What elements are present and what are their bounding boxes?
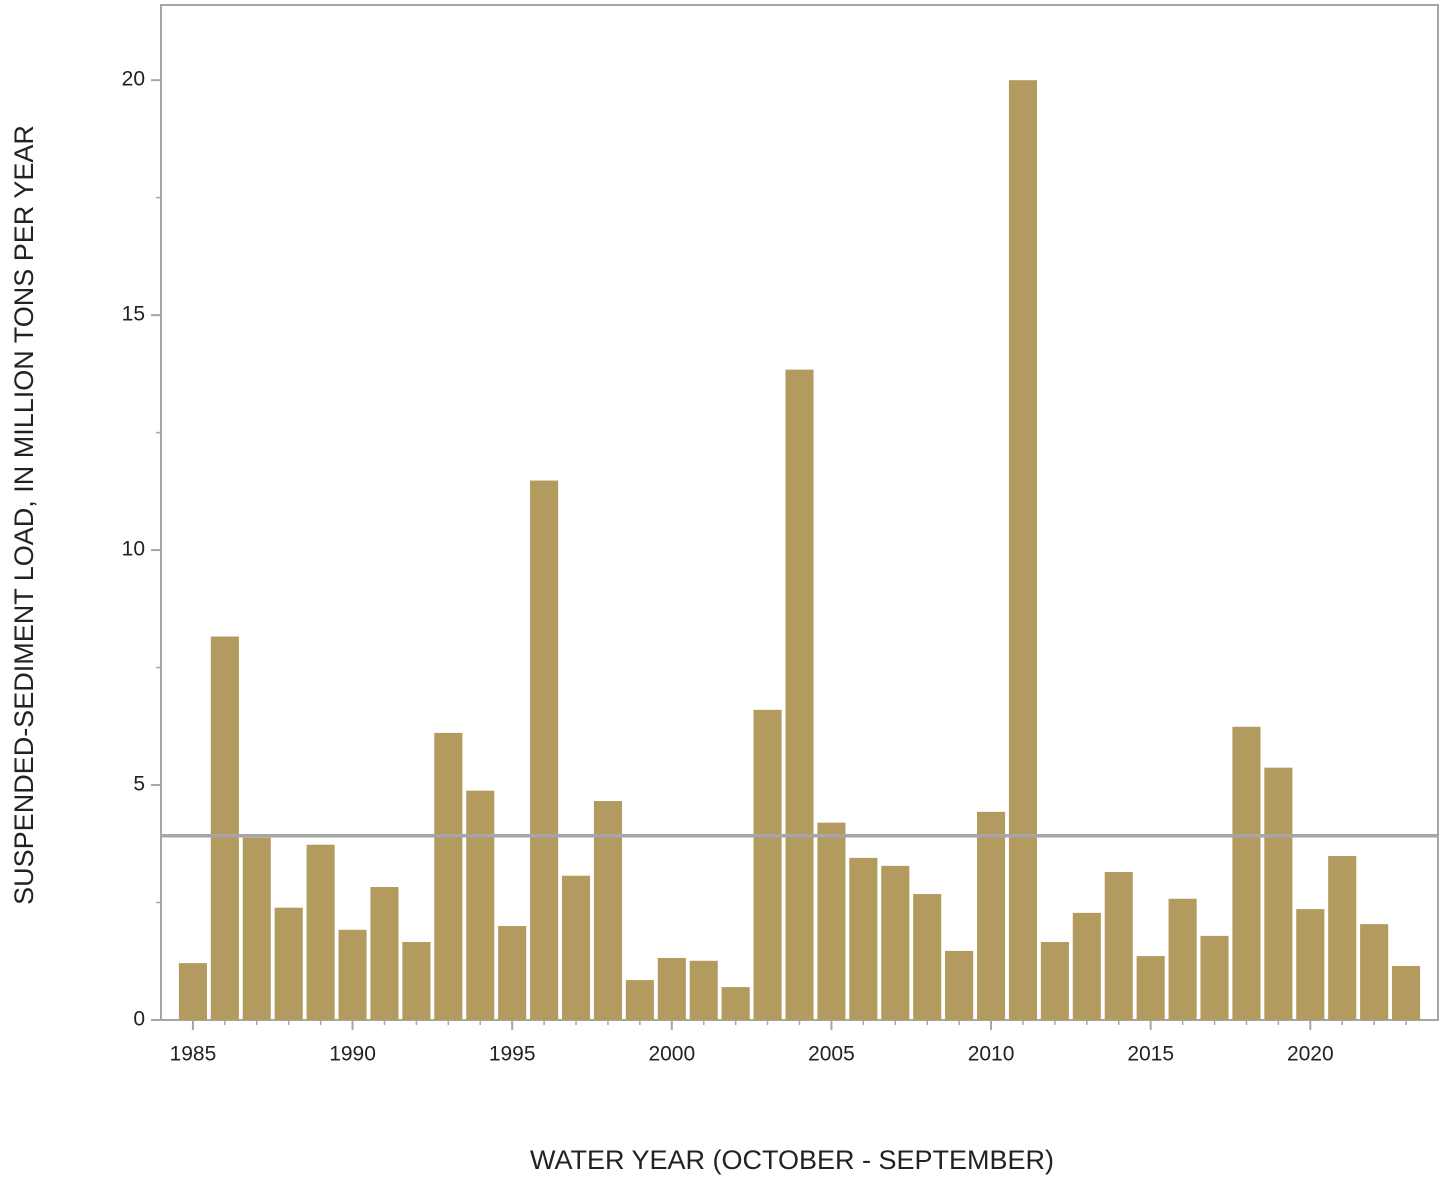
bar xyxy=(817,822,846,1020)
bar xyxy=(1008,80,1038,1021)
bar xyxy=(1328,856,1357,1020)
bar xyxy=(849,857,878,1020)
bar xyxy=(434,732,463,1020)
bar xyxy=(977,811,1006,1020)
bar xyxy=(1200,935,1229,1020)
bar xyxy=(1136,956,1165,1020)
bar xyxy=(1360,924,1389,1020)
bar xyxy=(593,801,622,1020)
bar xyxy=(1104,871,1133,1020)
bar xyxy=(1232,726,1261,1020)
x-tick-label: 1985 xyxy=(170,1043,217,1066)
x-tick-label: 2020 xyxy=(1287,1043,1334,1066)
bar xyxy=(370,887,399,1020)
bar xyxy=(1040,941,1069,1020)
bar xyxy=(498,926,527,1020)
bar xyxy=(1392,965,1421,1020)
bar xyxy=(785,369,814,1020)
bar xyxy=(913,894,942,1020)
bar xyxy=(689,960,718,1020)
x-axis-label: WATER YEAR (OCTOBER - SEPTEMBER) xyxy=(530,1145,1054,1175)
bar xyxy=(242,837,271,1020)
bar xyxy=(274,907,303,1020)
x-tick-label: 1995 xyxy=(489,1043,536,1066)
bar xyxy=(657,957,686,1020)
bar xyxy=(945,950,974,1020)
y-tick-label: 20 xyxy=(122,68,145,91)
x-tick-label: 2005 xyxy=(808,1043,855,1066)
y-tick-label: 10 xyxy=(122,538,145,561)
bar xyxy=(625,980,654,1020)
bar xyxy=(1264,767,1293,1020)
x-tick-label: 2015 xyxy=(1127,1043,1174,1066)
bar xyxy=(338,929,367,1020)
y-tick-label: 15 xyxy=(122,303,145,326)
y-axis-label: SUSPENDED-SEDIMENT LOAD, IN MILLION TONS… xyxy=(9,125,39,905)
y-tick-label: 0 xyxy=(133,1008,145,1031)
bar xyxy=(306,844,335,1020)
x-tick-label: 2010 xyxy=(968,1043,1015,1066)
bar xyxy=(1296,909,1325,1020)
y-tick-label: 5 xyxy=(133,773,145,796)
bar xyxy=(402,941,431,1020)
bar xyxy=(881,865,910,1020)
bar xyxy=(530,480,559,1021)
bar xyxy=(1168,898,1197,1020)
x-tick-label: 2000 xyxy=(648,1043,695,1066)
bar xyxy=(561,875,591,1020)
x-tick-label: 1990 xyxy=(329,1043,376,1066)
bar xyxy=(721,987,750,1020)
bar xyxy=(466,790,495,1020)
bar xyxy=(1072,912,1101,1020)
bar xyxy=(753,709,782,1020)
bar xyxy=(178,963,207,1020)
bar xyxy=(210,636,239,1020)
